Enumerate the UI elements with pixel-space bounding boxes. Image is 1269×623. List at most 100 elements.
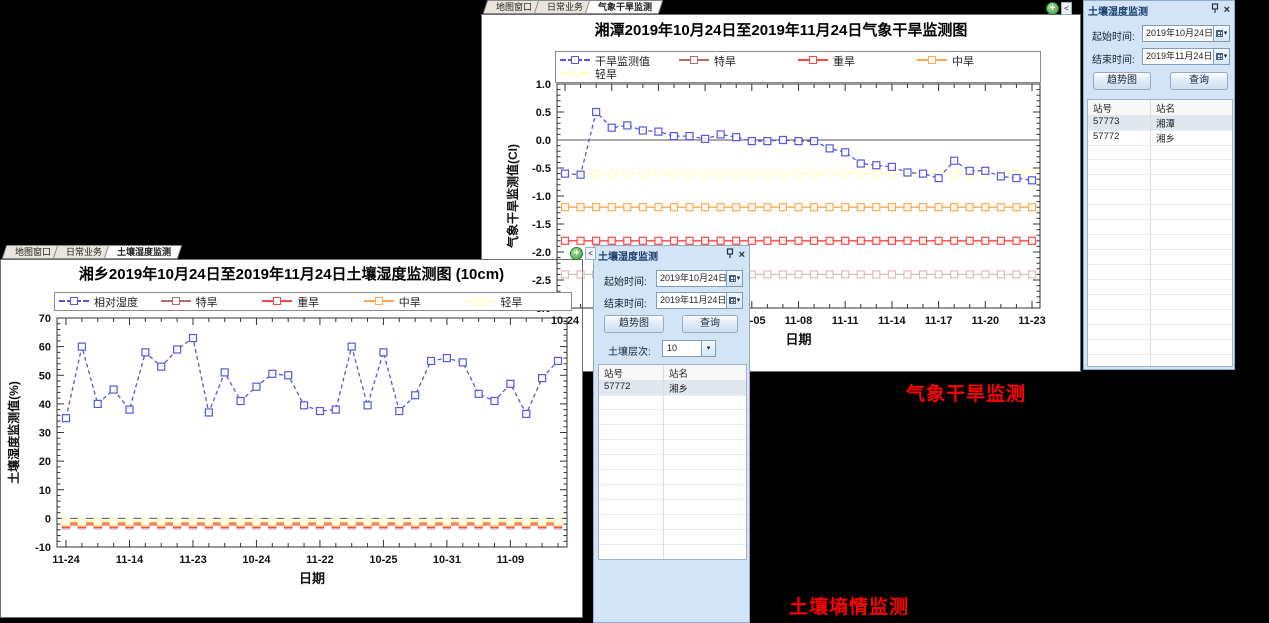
series-line (65, 337, 559, 419)
tab-3[interactable]: 土壤湿度监测 (106, 245, 180, 259)
legend-label: 中旱 (952, 55, 974, 68)
data-point-marker (950, 270, 959, 279)
column-header-station-name[interactable]: 站名 (669, 369, 689, 380)
data-point-marker (747, 203, 756, 212)
start-time-label: 起始时间: (1092, 32, 1135, 43)
query-button[interactable]: 查询 (682, 315, 738, 333)
legend-marker (273, 297, 282, 305)
soil-annotation-label: 土壤墒情监测 (789, 597, 910, 618)
legend-label: 特旱 (195, 296, 218, 309)
x-tick-label: 11-14 (116, 554, 144, 566)
data-point-marker (607, 169, 616, 178)
column-header-station-id[interactable]: 站号 (604, 369, 624, 380)
data-point-marker (841, 169, 850, 178)
legend-item: 相对湿度 (59, 295, 161, 309)
data-point-marker (506, 379, 515, 388)
end-date-input[interactable]: 2019年11月24日 ▾ (1142, 48, 1230, 65)
column-header-station-id[interactable]: 站号 (1093, 104, 1113, 115)
trend-chart-button[interactable]: 趋势图 (604, 315, 664, 333)
data-point-marker (841, 270, 850, 279)
calendar-icon (728, 275, 736, 282)
soil-layer-value: 10 (667, 343, 678, 353)
station-name-cell: 湘乡 (669, 384, 689, 395)
pin-icon[interactable] (726, 248, 734, 262)
data-point-marker (474, 389, 483, 398)
close-icon[interactable]: × (738, 249, 745, 261)
station-row[interactable]: 57772 湘乡 (599, 380, 746, 396)
start-date-input[interactable]: 2019年10月24日 ▾ (1142, 25, 1230, 42)
legend-swatch (917, 56, 947, 65)
data-point-marker (268, 517, 277, 526)
tab-label: 地图窗口 (496, 2, 533, 12)
tab-3[interactable]: 气象干旱监测 (587, 0, 661, 14)
data-point-marker (109, 385, 118, 394)
data-point-marker (623, 236, 632, 245)
data-point-marker (576, 236, 585, 245)
data-point-marker (701, 134, 710, 143)
data-point-marker (607, 123, 616, 132)
y-tick-label: -2.5 (532, 275, 551, 287)
trend-chart-button[interactable]: 趋势图 (1093, 72, 1151, 90)
plot-border (56, 317, 568, 548)
tab-1[interactable]: 地图窗口 (4, 245, 60, 259)
station-row[interactable]: 57773 湘潭 (1088, 115, 1232, 131)
end-date-input[interactable]: 2019年11月24日 ▾ (656, 292, 743, 309)
data-point-marker (125, 517, 134, 526)
series-threshold (560, 236, 1037, 245)
data-point-marker (856, 236, 865, 245)
tab-2[interactable]: 日常业务 (536, 0, 592, 14)
calendar-dropdown-icon[interactable]: ▾ (1213, 49, 1229, 64)
data-point-marker (607, 203, 616, 212)
data-point-marker (315, 406, 325, 416)
data-point-marker (747, 236, 756, 245)
data-point-marker (903, 168, 912, 177)
data-point-marker (856, 203, 865, 212)
station-table: 站号 站名 57772 湘乡 (598, 364, 747, 560)
data-point-marker (763, 270, 772, 279)
collapse-panel-button[interactable]: < (585, 247, 596, 260)
data-point-marker (654, 203, 663, 212)
collapse-panel-button[interactable]: < (1061, 2, 1072, 15)
data-point-marker (794, 203, 803, 212)
data-point-marker (204, 408, 213, 417)
calendar-icon (1215, 30, 1223, 37)
data-point-marker (669, 169, 679, 178)
data-point-marker (981, 236, 990, 245)
data-point-marker (553, 517, 563, 526)
legend-marker (571, 69, 579, 77)
data-point-marker (856, 169, 865, 178)
tab-2[interactable]: 日常业务 (55, 245, 111, 259)
station-row[interactable]: 57772 湘乡 (1088, 130, 1232, 146)
data-point-marker (236, 396, 245, 406)
data-point-marker (747, 169, 756, 178)
query-button[interactable]: 查询 (1170, 72, 1228, 90)
data-point-marker (522, 409, 531, 418)
add-window-button[interactable]: + (570, 247, 583, 260)
y-tick-label: -1.5 (532, 219, 551, 231)
add-window-button[interactable]: + (1046, 2, 1059, 15)
soil-layer-select[interactable]: 10 ▾ (662, 340, 716, 357)
data-point-marker (61, 517, 71, 526)
legend-marker (476, 297, 485, 305)
column-header-station-name[interactable]: 站名 (1156, 104, 1176, 115)
chevron-down-icon: ▾ (1223, 30, 1228, 37)
y-tick-label: 70 (39, 313, 51, 325)
start-date-input[interactable]: 2019年10月24日 ▾ (656, 270, 743, 287)
calendar-dropdown-icon[interactable]: ▾ (1213, 26, 1229, 41)
series-threshold (560, 203, 1037, 212)
pin-icon[interactable] (1211, 3, 1219, 17)
legend-swatch (465, 297, 496, 306)
legend-label: 重旱 (833, 55, 855, 68)
data-point-marker (918, 203, 928, 212)
calendar-dropdown-icon[interactable]: ▾ (726, 293, 742, 308)
y-tick-label: 0.0 (536, 135, 551, 147)
series-threshold (560, 169, 1037, 178)
data-point-marker (996, 172, 1005, 181)
calendar-dropdown-icon[interactable]: ▾ (726, 271, 742, 286)
data-point-marker (252, 382, 261, 391)
data-point-marker (363, 517, 372, 526)
data-point-marker (458, 358, 467, 367)
data-point-marker (623, 203, 632, 212)
tab-1[interactable]: 地图窗口 (485, 0, 541, 14)
close-icon[interactable]: × (1223, 4, 1230, 16)
